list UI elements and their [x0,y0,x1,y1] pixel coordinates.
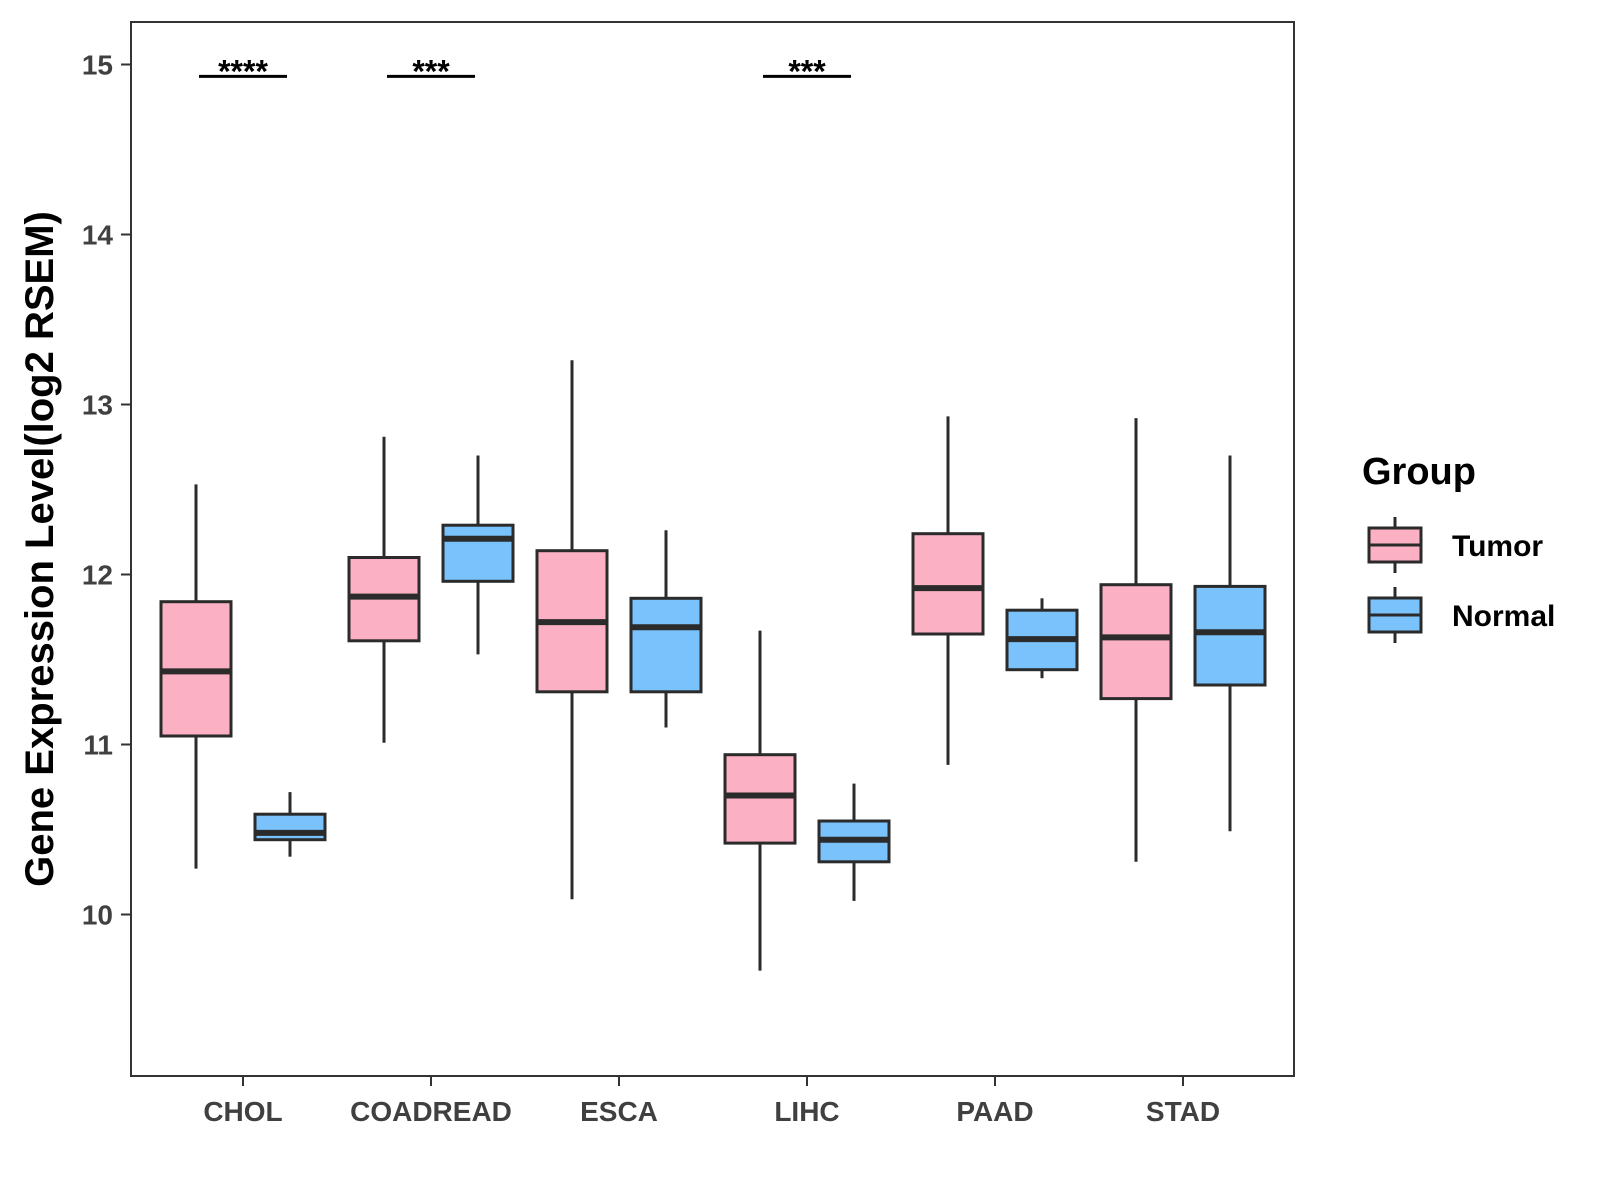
y-axis: 10 11 12 13 14 15 [82,50,131,931]
x-tick-label-chol: CHOL [203,1096,282,1127]
y-tick-label: 13 [82,390,113,421]
box-iqr [1099,583,1173,701]
box-tumor-lihc [723,630,797,971]
box-iqr [723,753,797,845]
box-tumor-chol [159,484,233,869]
box-normal-paad [1005,598,1079,679]
legend-label: Tumor [1452,530,1543,563]
box-tumor-paad [911,416,985,765]
box-tumor-esca [535,360,609,900]
x-tick-label-paad: PAAD [956,1096,1033,1127]
box-iqr [441,523,515,583]
box-normal-stad [1193,455,1267,832]
y-tick-label: 15 [82,50,113,81]
x-tick-label-esca: ESCA [580,1096,658,1127]
box-iqr [1193,584,1267,687]
legend-title: Group [1362,451,1476,493]
box-iqr [911,532,985,636]
box-tumor-stad [1099,418,1173,862]
box-tumor-coadread [347,436,421,743]
y-tick-label: 10 [82,900,113,931]
legend-label: Normal [1452,600,1555,633]
legend: Group Tumor Normal [1362,451,1555,643]
legend-item-tumor: Tumor [1367,517,1543,573]
legend-item-normal: Normal [1367,587,1555,643]
boxes-layer [159,360,1267,971]
legend-items: Tumor Normal [1367,517,1555,643]
significance-label: *** [788,53,826,89]
x-tick-label-lihc: LIHC [774,1096,839,1127]
box-normal-chol [253,792,327,857]
y-axis-label: Gene Expression Level(log2 RSEM) [18,211,62,887]
box-iqr [629,596,703,694]
significance-label: **** [218,53,268,89]
x-tick-label-coadread: COADREAD [350,1096,512,1127]
box-normal-esca [629,530,703,728]
box-normal-lihc [817,783,891,901]
y-tick-label: 11 [83,730,113,761]
y-tick-label: 12 [82,560,113,591]
y-tick-label: 14 [82,220,114,251]
x-tick-label-stad: STAD [1146,1096,1220,1127]
box-normal-coadread [441,455,515,655]
annotations-layer: **** *** *** [199,53,851,89]
x-axis: CHOL COADREAD ESCA LIHC PAAD STAD [203,1076,1220,1127]
significance-label: *** [412,53,450,89]
plot-panel [130,21,1295,1077]
